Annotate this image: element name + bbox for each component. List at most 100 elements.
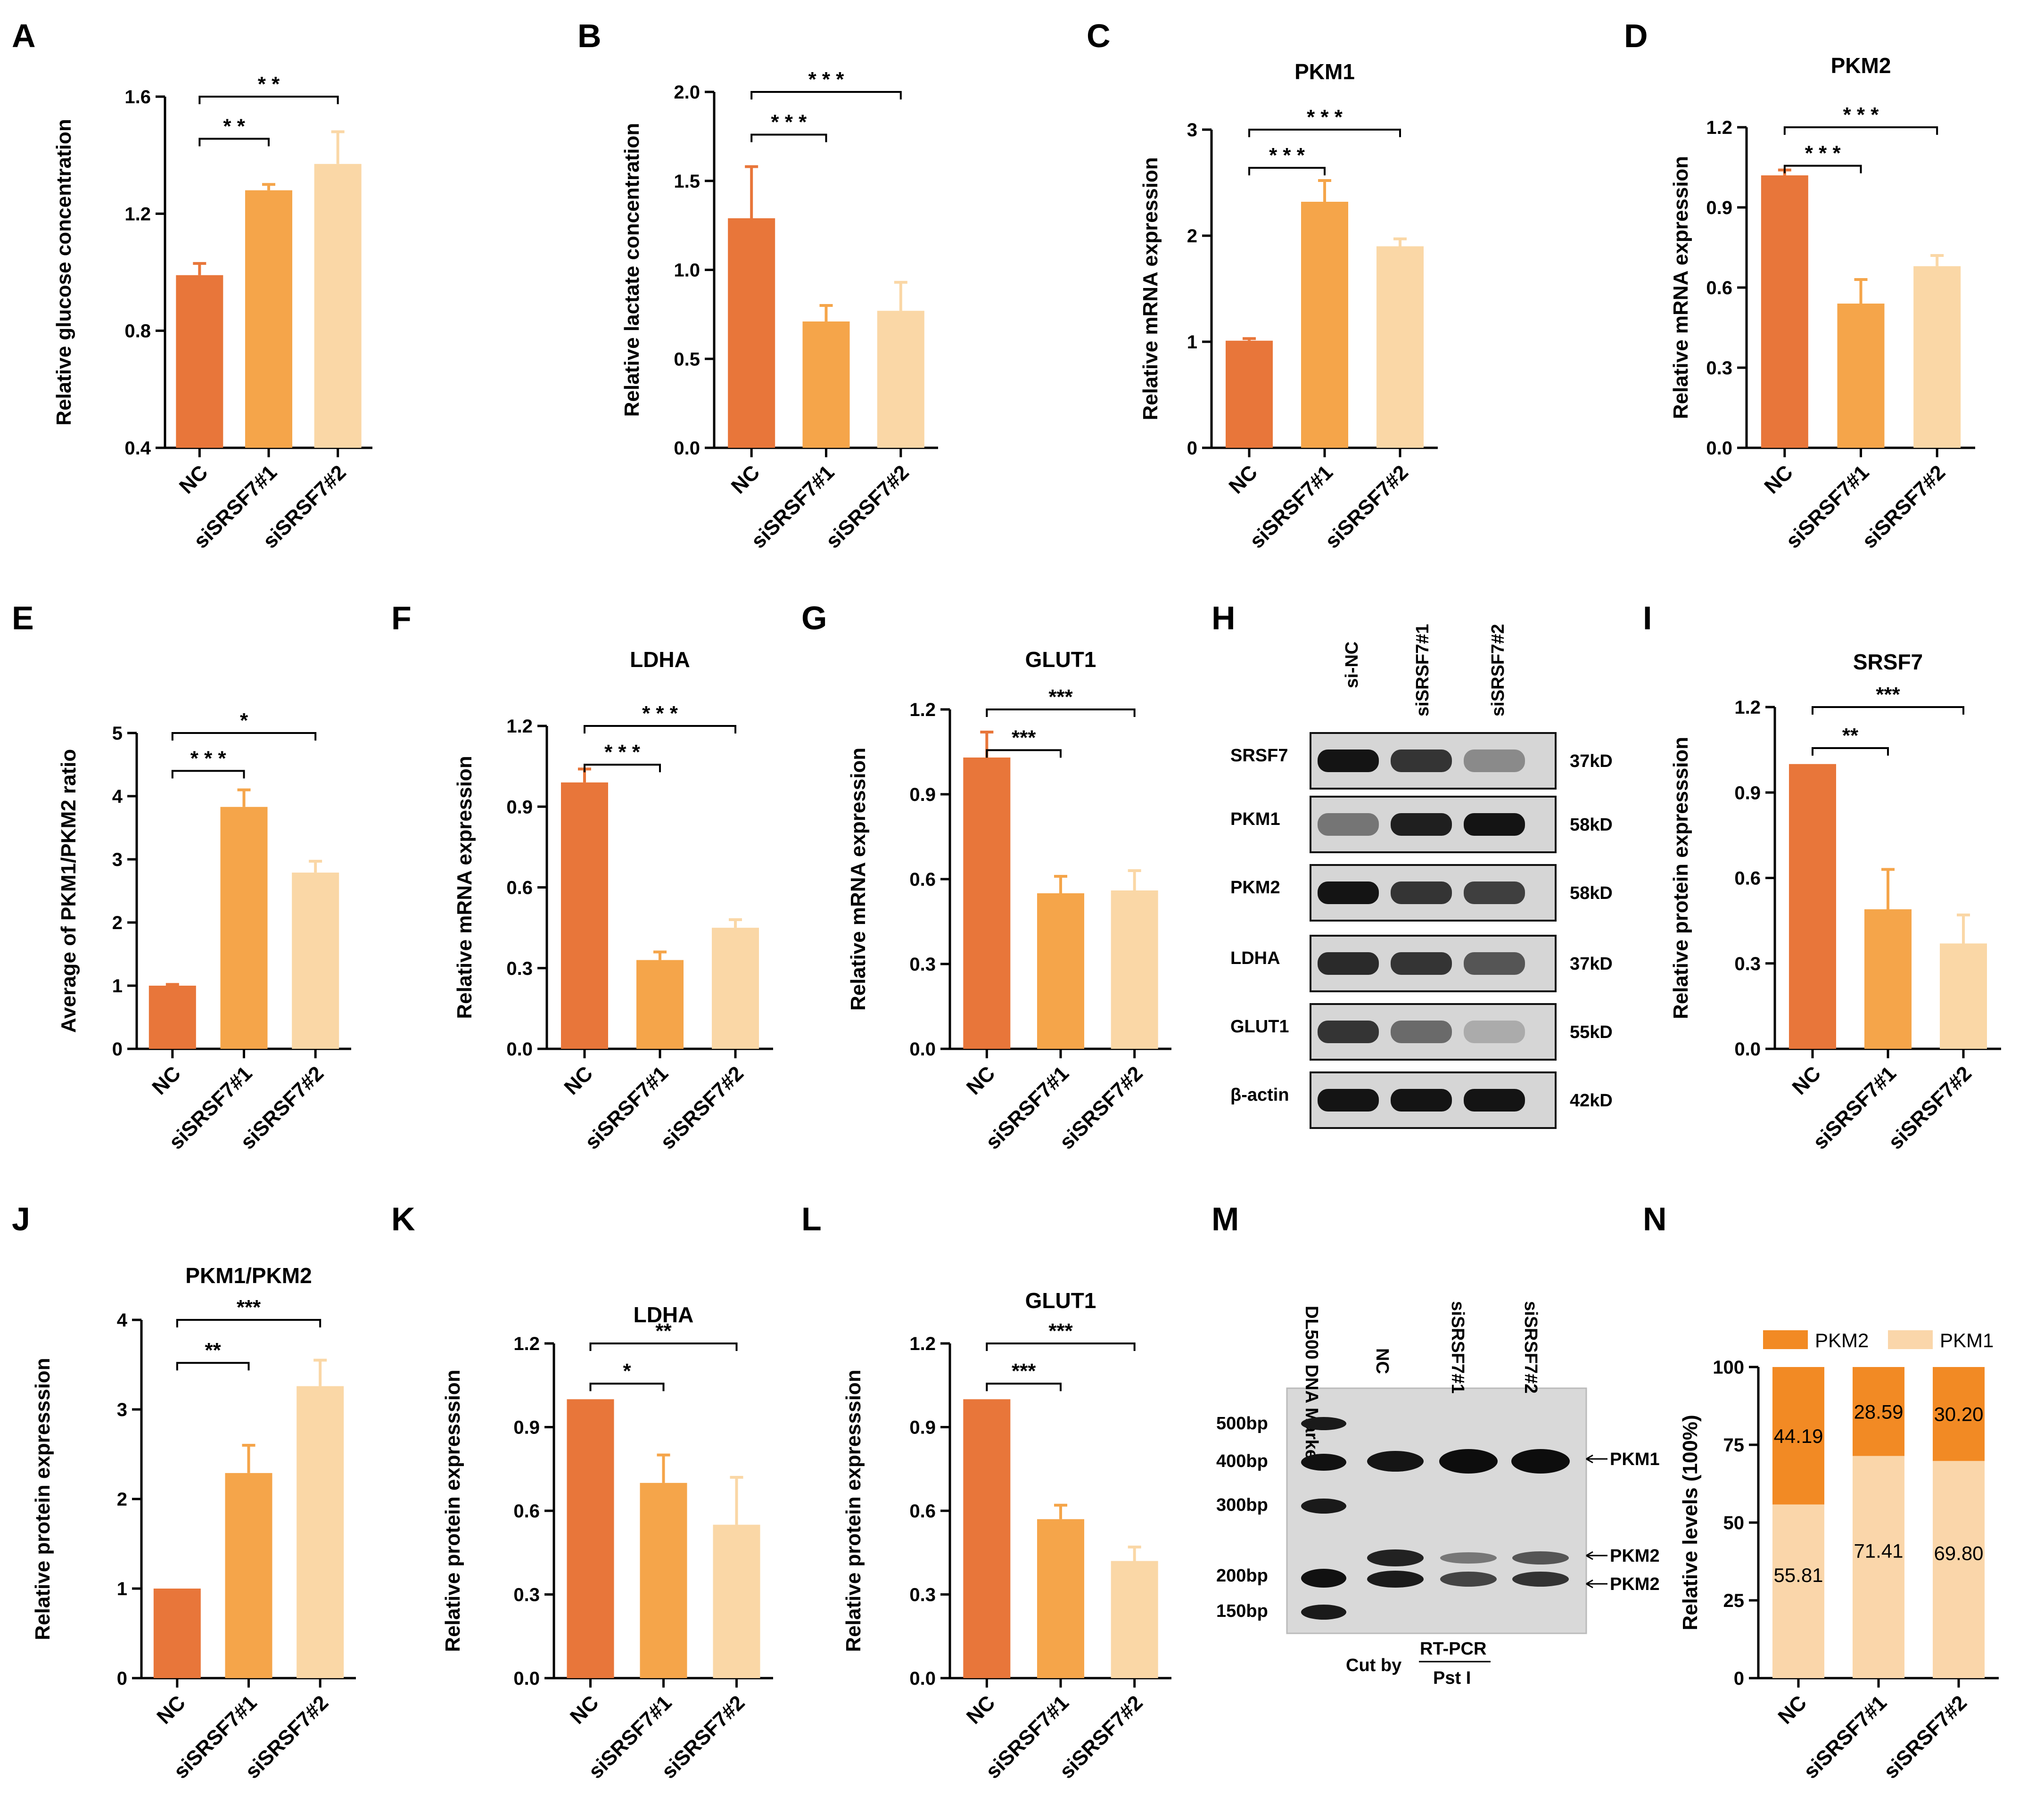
y-tick-label: 0.0 xyxy=(513,1668,540,1689)
gel-ladder-bands xyxy=(1301,1417,1346,1620)
gel-band-pkm2-lower-si2 xyxy=(1512,1572,1569,1587)
x-tick-label: NC xyxy=(1773,1691,1811,1729)
panel-label: K xyxy=(391,1201,415,1237)
significance-label: *** xyxy=(1012,726,1036,749)
panel-label: L xyxy=(801,1201,822,1237)
significance-label: * * * xyxy=(771,111,807,134)
bar xyxy=(877,311,924,448)
y-tick-label: 0.9 xyxy=(513,1417,540,1438)
y-tick-label: 0 xyxy=(1734,1668,1744,1689)
blot-band xyxy=(1318,1021,1379,1043)
stacked-bar-pkm1 xyxy=(1933,1461,1985,1678)
y-tick-label: 0.6 xyxy=(506,878,533,898)
y-tick-label: 1 xyxy=(1187,332,1197,353)
y-axis-label: Relative lactate concentration xyxy=(620,123,643,417)
significance-label: * xyxy=(623,1359,631,1383)
y-tick-label: 0.9 xyxy=(909,784,936,805)
significance-bracket xyxy=(1812,747,1889,756)
y-tick-label: 0.3 xyxy=(1706,358,1732,379)
chart-title: GLUT1 xyxy=(1025,1288,1096,1313)
data-label-pkm1: 55.81 xyxy=(1773,1564,1823,1586)
ladder-band xyxy=(1301,1417,1346,1430)
arrowhead-icon xyxy=(1586,1551,1593,1560)
gel-band-annotations: PKM1 PKM2 PKM2 xyxy=(1586,1450,1660,1594)
blot-size-label: 42kD xyxy=(1570,1091,1613,1111)
significance-label: ** xyxy=(655,1319,672,1343)
significance-label: * * xyxy=(258,73,280,96)
bar xyxy=(963,1399,1011,1678)
significance-bracket xyxy=(1783,126,1938,135)
y-tick-label: 1.2 xyxy=(506,716,533,737)
y-axis-label: Relative glucose concentration xyxy=(52,119,75,425)
y-tick-label: 4 xyxy=(112,786,123,807)
y-tick-label: 3 xyxy=(112,849,123,870)
significance-label: * * * xyxy=(808,68,845,91)
gel-lane-label-si2: siSRSF7#2 xyxy=(1521,1301,1541,1393)
x-tick-label: siSRSF7#2 xyxy=(1858,461,1950,552)
y-axis-label: Relative mRNA expression xyxy=(1669,156,1692,419)
panel-label: B xyxy=(577,17,602,54)
ladder-band xyxy=(1301,1569,1346,1588)
gel-band-pkm1-si2 xyxy=(1511,1449,1570,1474)
significance-label: ** xyxy=(205,1339,222,1362)
x-tick-label: NC xyxy=(560,1062,597,1099)
y-tick-label: 0.3 xyxy=(909,1585,936,1606)
x-tick-label: NC xyxy=(962,1062,1000,1099)
blot-size-label: 37kD xyxy=(1570,954,1613,974)
ladder-band xyxy=(1301,1499,1346,1514)
chart-title: LDHA xyxy=(634,1302,694,1327)
blot-protein-label: SRSF7 xyxy=(1230,746,1288,766)
panel-label: E xyxy=(12,600,34,636)
y-tick-label: 1 xyxy=(112,976,123,997)
gel-frame xyxy=(1286,1387,1587,1634)
bar xyxy=(728,218,775,448)
data-label-pkm1: 71.41 xyxy=(1854,1540,1903,1562)
panel-label: C xyxy=(1087,17,1111,54)
bar xyxy=(225,1473,272,1678)
chart-title: PKM1 xyxy=(1294,59,1355,84)
significance-label: *** xyxy=(1876,683,1900,706)
gel-sample-bands xyxy=(1367,1449,1570,1588)
bar xyxy=(640,1483,687,1678)
significance-bracket xyxy=(1248,129,1401,137)
data-label-pkm2: 30.20 xyxy=(1934,1403,1983,1425)
significance-bracket xyxy=(589,1343,738,1351)
y-tick-label: 3 xyxy=(117,1400,127,1420)
gel-band-label-pkm2-upper: PKM2 xyxy=(1610,1546,1660,1566)
y-tick-label: 100 xyxy=(1713,1357,1744,1378)
panel-label: I xyxy=(1643,600,1652,636)
blot-size-label: 58kD xyxy=(1570,815,1613,835)
y-tick-label: 0 xyxy=(117,1668,127,1689)
y-tick-label: 4 xyxy=(117,1310,128,1331)
x-tick-label: NC xyxy=(1760,461,1797,498)
blot-band xyxy=(1318,881,1379,904)
x-tick-label: NC xyxy=(152,1691,190,1729)
panel-label: F xyxy=(391,600,412,636)
significance-label: * xyxy=(240,709,248,732)
chart-legend: PKM2 PKM1 xyxy=(1763,1329,1994,1351)
bar xyxy=(1111,1561,1158,1678)
significance-label: * * * xyxy=(1307,106,1343,129)
significance-label: * * * xyxy=(604,741,641,764)
gel-lane-label-si1: siSRSF7#1 xyxy=(1448,1301,1467,1393)
bar xyxy=(153,1589,201,1678)
gel-lane-label-nc: NC xyxy=(1372,1348,1392,1374)
x-tick-label: NC xyxy=(148,1062,185,1099)
bar xyxy=(713,1524,760,1678)
gel-band-pkm2-upper-si2 xyxy=(1512,1551,1569,1565)
gel-footer-cut-by: Cut by xyxy=(1346,1656,1401,1675)
y-axis-label: Relative protein expresssion xyxy=(441,1369,464,1652)
y-tick-label: 2.0 xyxy=(674,82,700,103)
y-tick-label: 1.5 xyxy=(674,171,700,192)
gel-lane-label-marker-1: DL500 DNA Marker xyxy=(1302,1306,1321,1466)
bar xyxy=(148,986,196,1049)
gel-band-pkm2-lower-nc xyxy=(1367,1571,1424,1588)
significance-label: *** xyxy=(237,1296,261,1319)
significance-bracket xyxy=(171,732,317,741)
bar xyxy=(1761,175,1808,448)
chart-panel-k: K LDHA 0.0 0.3 0.6 0.9 1.2 Relative protein exp… xyxy=(391,1201,773,1783)
blot-band xyxy=(1318,813,1379,836)
x-tick-label: NC xyxy=(175,461,213,498)
blot-row-5: GLUT1 55kD xyxy=(1230,1003,1613,1061)
